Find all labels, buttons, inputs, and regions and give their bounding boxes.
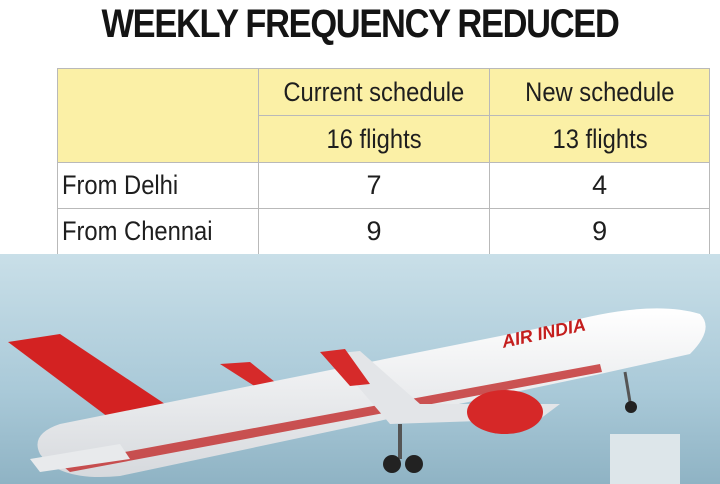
row-label-text: From Delhi xyxy=(62,170,179,200)
cell: 9 xyxy=(489,208,710,255)
cell: 9 xyxy=(257,208,491,255)
column-name: Current schedule xyxy=(283,76,465,107)
corner-cell xyxy=(57,68,259,163)
schedule-table: Current schedule New schedule 16 flights… xyxy=(57,68,710,255)
column-name: New schedule xyxy=(525,76,675,107)
header-row: 16 flights 13 flights xyxy=(58,115,710,163)
aircraft-photo: AIR INDIA xyxy=(0,254,720,484)
engine xyxy=(467,390,543,434)
cell: 4 xyxy=(489,162,710,209)
table-row: From Chennai 9 9 xyxy=(57,208,710,255)
tail-fin xyxy=(8,334,180,426)
wheel xyxy=(383,455,401,473)
nose-gear xyxy=(623,371,632,403)
table-row: From Delhi 7 4 xyxy=(57,162,710,209)
row-label-text: From Chennai xyxy=(62,216,213,246)
header-row: Current schedule New schedule xyxy=(57,68,710,163)
winglet xyxy=(320,349,370,386)
building xyxy=(610,434,680,484)
column-total-text: 13 flights xyxy=(552,123,648,154)
cheatline xyxy=(60,364,602,472)
column-header: Current schedule xyxy=(257,68,491,116)
row-label: From Chennai xyxy=(57,208,259,255)
column-header: New schedule xyxy=(489,68,710,116)
row-label: From Delhi xyxy=(57,162,259,209)
column-total-text: 16 flights xyxy=(326,123,422,154)
wheel xyxy=(405,455,423,473)
wheel xyxy=(625,401,637,413)
stabilizer xyxy=(30,444,130,472)
title: WEEKLY FREQUENCY REDUCED xyxy=(101,2,620,46)
cell: 7 xyxy=(257,162,491,209)
column-total: 13 flights xyxy=(489,115,710,163)
column-total: 16 flights xyxy=(257,115,491,163)
